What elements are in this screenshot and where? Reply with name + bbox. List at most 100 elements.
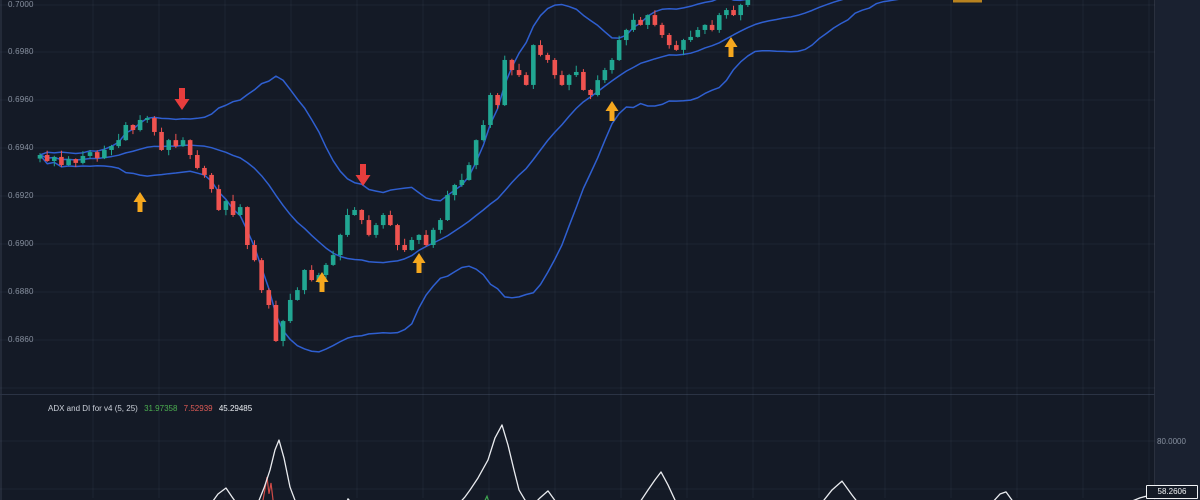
candle [523, 75, 529, 85]
candle [144, 118, 150, 120]
candle [259, 260, 264, 291]
candles [37, 0, 751, 347]
candle [466, 165, 472, 180]
candle [702, 24, 708, 30]
candle [130, 125, 136, 131]
candle [266, 290, 272, 305]
candle [645, 15, 651, 25]
candle [688, 36, 693, 41]
candle [166, 140, 171, 150]
candle [37, 155, 43, 159]
candle [52, 156, 57, 161]
candle [159, 131, 164, 150]
candle [631, 19, 636, 30]
candle [80, 155, 86, 163]
candle [438, 220, 443, 230]
candle [252, 245, 257, 261]
indicator-current-value-badge: 58.2606 [1146, 485, 1198, 499]
candle [602, 70, 608, 81]
candle [345, 215, 350, 235]
candle [216, 189, 222, 210]
candle [137, 119, 143, 131]
indicator-axis-label: 80.0000 [1157, 437, 1186, 446]
candle [452, 185, 457, 196]
candle [724, 10, 729, 16]
candle [573, 71, 579, 76]
candle [287, 299, 293, 322]
candle [609, 59, 615, 71]
candle [595, 80, 600, 95]
candle [545, 54, 550, 60]
candle [245, 207, 250, 245]
price-axis-label: 0.6960 [8, 95, 34, 104]
pane-separator[interactable] [0, 394, 1155, 395]
bollinger-bands [39, 0, 899, 353]
candle [330, 255, 336, 265]
candle [273, 305, 279, 341]
candle [495, 95, 500, 106]
price-axis-label: 0.7000 [8, 0, 34, 9]
candle [59, 156, 64, 166]
gridlines [0, 0, 1155, 498]
candle [538, 45, 543, 55]
candle [102, 149, 107, 159]
candle [352, 209, 357, 215]
candle [223, 201, 229, 210]
candle [94, 152, 100, 159]
candle [581, 71, 586, 90]
candle [366, 220, 372, 235]
candle [302, 269, 307, 291]
adx-di-pane [212, 424, 1155, 500]
candle [359, 209, 365, 221]
candle [745, 0, 751, 5]
bollinger-upper-band [39, 0, 748, 202]
candle [373, 225, 379, 235]
buy-arrow-icon [133, 192, 147, 212]
candle [481, 125, 486, 141]
candle [473, 140, 479, 166]
candle [430, 229, 436, 245]
candle [323, 264, 329, 275]
candle [616, 40, 622, 60]
candle [674, 45, 679, 50]
candle [416, 234, 422, 240]
candle [280, 321, 286, 341]
buy-arrow-icon [605, 101, 619, 121]
candle [237, 207, 243, 215]
candle [738, 5, 743, 16]
candle [652, 15, 658, 25]
candle [395, 225, 400, 245]
candle [423, 234, 429, 245]
candle [716, 15, 722, 30]
di-minus-value: 7.52939 [183, 404, 213, 413]
candle [509, 59, 515, 71]
indicator-legend[interactable]: ADX and DI for v4 (5, 25) 31.97358 7.529… [48, 404, 252, 414]
right-price-scale[interactable] [1154, 0, 1200, 500]
price-axis-label: 0.6880 [8, 287, 34, 296]
buy-arrow-icon [724, 37, 738, 57]
di-plus-value: 31.97358 [144, 404, 178, 413]
candle [66, 159, 71, 166]
signal-arrows [133, 37, 738, 292]
candle [552, 59, 558, 76]
candle [202, 167, 207, 175]
buy-arrow-icon [412, 253, 426, 273]
candle [459, 179, 465, 185]
candle [388, 215, 393, 226]
price-axis-label: 0.6860 [8, 335, 34, 344]
buy-arrow-icon [315, 272, 329, 292]
sell-arrow-icon [355, 164, 371, 186]
candle [681, 40, 686, 50]
candle [709, 24, 715, 30]
candle [295, 290, 300, 300]
candle [44, 155, 50, 161]
adx-line [212, 424, 1155, 500]
candle [209, 174, 214, 190]
candle [516, 70, 522, 76]
di-plus-line [484, 494, 489, 500]
candle [445, 195, 450, 221]
candle [230, 201, 236, 215]
candle [731, 10, 736, 16]
candle [73, 159, 79, 163]
